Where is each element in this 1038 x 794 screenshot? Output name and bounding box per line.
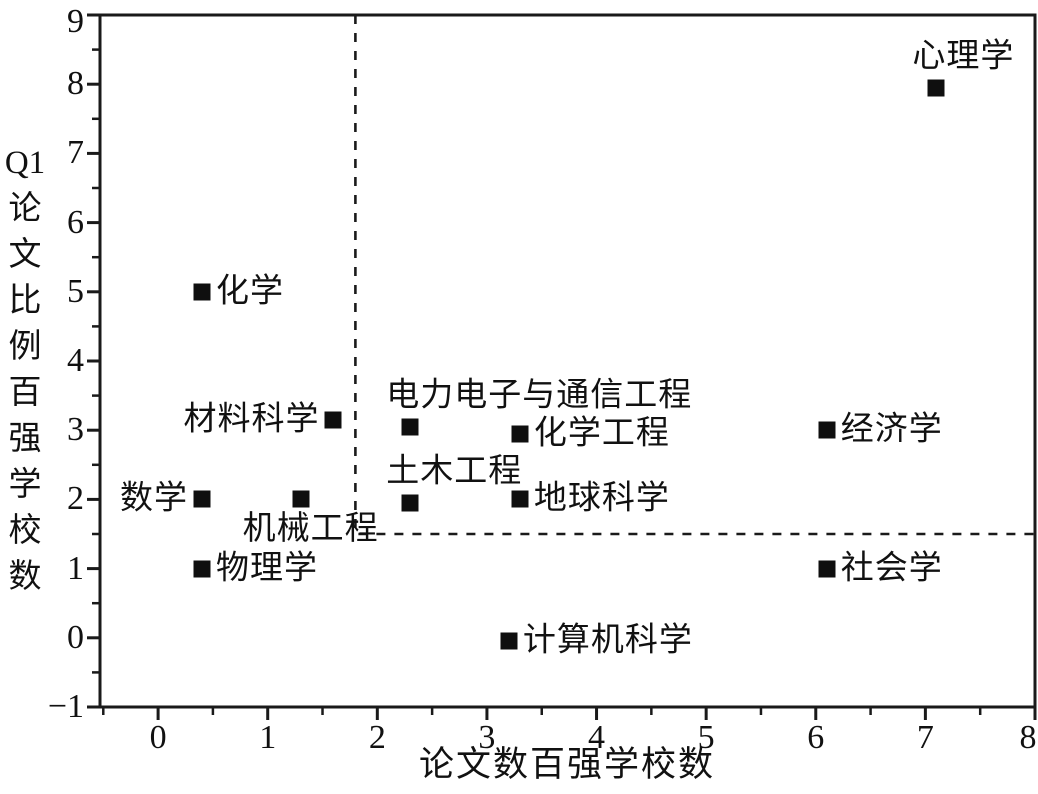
data-point-marker (193, 283, 211, 301)
y-axis-title-char: 论 (8, 191, 42, 227)
x-tick-label: 7 (916, 719, 934, 756)
data-point-label: 化学工程 (533, 415, 670, 452)
y-axis-title-char: 校 (8, 513, 42, 549)
y-axis-title-char: 百 (8, 375, 42, 411)
data-point-marker (401, 494, 419, 512)
y-tick-label: 5 (67, 272, 84, 310)
y-axis-title-char: 学 (8, 467, 42, 503)
y-axis-title-char: 数 (8, 559, 42, 595)
data-point-marker (324, 411, 342, 429)
data-point-label: 地球科学 (533, 481, 670, 518)
y-tick-label: 7 (67, 134, 84, 172)
x-tick-label: 1 (259, 719, 277, 756)
x-tick-label: 0 (149, 719, 167, 756)
x-tick-label: 2 (368, 719, 386, 756)
data-point-marker (927, 79, 945, 97)
data-point-label: 机械工程 (242, 511, 379, 548)
y-tick-label: 9 (67, 3, 84, 40)
plot-border (98, 13, 1037, 709)
y-axis-title-char: 文 (8, 237, 42, 273)
y-axis-title-char: 比 (8, 283, 42, 319)
y-axis-title-char: 强 (8, 421, 42, 457)
data-point-marker (193, 490, 211, 508)
data-point-marker (500, 632, 518, 650)
x-tick-label: 5 (697, 719, 715, 756)
data-point-marker (818, 421, 836, 439)
y-tick-label: 1 (67, 549, 84, 587)
reference-dashed-lines (354, 15, 1035, 536)
data-point-label: 心理学 (912, 38, 1015, 75)
y-axis-title-char: 例 (8, 329, 42, 365)
data-point-marker (511, 490, 529, 508)
data-point-marker (401, 418, 419, 436)
data-point-label: 经济学 (840, 411, 943, 448)
y-tick-label: 6 (67, 203, 84, 241)
data-point-label: 土木工程 (386, 453, 523, 490)
data-point-label: 社会学 (840, 550, 943, 587)
data-point-label: 材料科学 (183, 401, 320, 438)
data-point-label: 物理学 (215, 550, 318, 587)
y-axis-title: Q1 论文比例百强学校数 (2, 140, 48, 600)
data-point-marker (818, 560, 836, 578)
y-tick-label: −1 (47, 688, 84, 725)
y-tick-label: 3 (67, 411, 84, 449)
x-tick-label: 3 (478, 719, 496, 756)
y-tick-label: 4 (67, 342, 84, 379)
data-point-marker (292, 490, 310, 508)
x-tick-label: 6 (807, 719, 825, 756)
x-tick-label: 8 (1019, 719, 1037, 756)
data-point-label: 化学 (215, 273, 284, 310)
data-point-label: 电力电子与通信工程 (386, 377, 693, 414)
y-tick-label: 8 (67, 65, 84, 103)
y-tick-label: 0 (67, 618, 84, 656)
y-tick-label: 2 (67, 480, 84, 518)
data-point-label: 数学 (119, 481, 188, 518)
y-axis-title-char: Q1 (4, 145, 46, 181)
data-point-marker (193, 560, 211, 578)
data-point-label: 计算机科学 (522, 622, 693, 659)
data-point-marker (511, 425, 529, 443)
x-tick-label: 4 (588, 719, 606, 756)
x-axis-title: 论文数百强学校数 (418, 745, 716, 784)
